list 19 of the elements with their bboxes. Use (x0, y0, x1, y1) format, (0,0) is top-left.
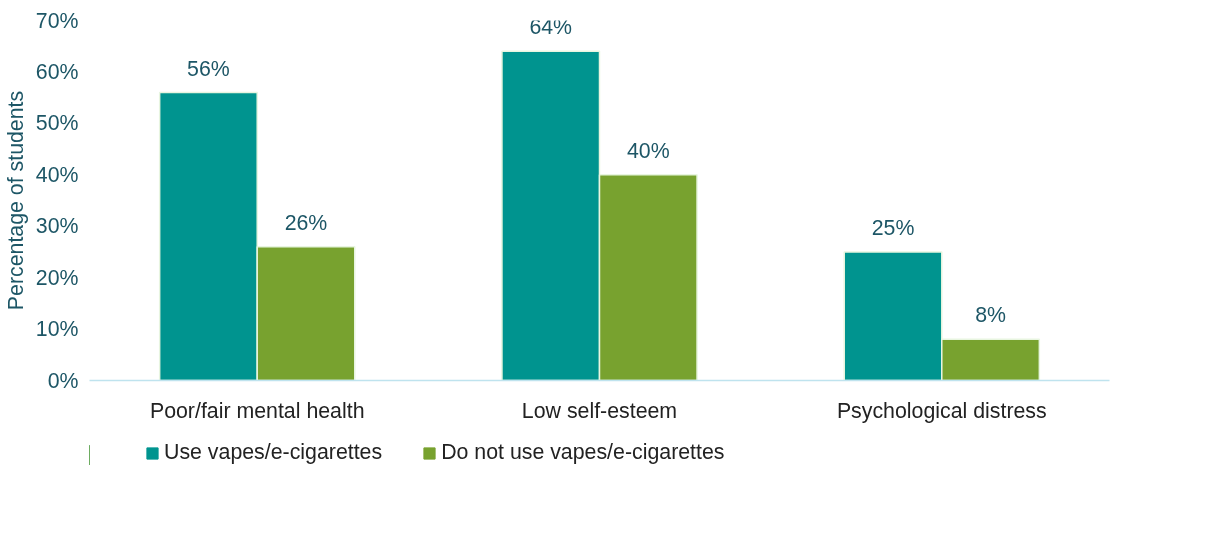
data-label: 40% (626, 138, 670, 163)
y-tick-label: 40% (35, 162, 79, 187)
data-label: 25% (871, 215, 915, 240)
y-tick-label: 0% (47, 368, 79, 393)
x-tick-label: Poor/fair mental health (149, 398, 365, 423)
legend-label: Use vapes/e-cigarettes (164, 440, 383, 465)
y-tick-label: 30% (35, 214, 79, 239)
y-tick-label: 10% (35, 317, 79, 342)
x-tick-label: Psychological distress (836, 398, 1047, 423)
y-tick-label: 70% (35, 8, 79, 33)
y-tick-label: 60% (35, 59, 79, 84)
data-label: 26% (284, 210, 328, 235)
x-tick-label: Low self-esteem (521, 398, 678, 423)
y-axis-title: Percentage of students (3, 90, 28, 311)
y-tick-label: 50% (35, 111, 79, 136)
legend-label: Do not use vapes/e-cigarettes (441, 440, 725, 465)
y-tick-label: 20% (35, 265, 79, 290)
data-label: 56% (187, 56, 230, 81)
data-label: 8% (975, 303, 1007, 328)
